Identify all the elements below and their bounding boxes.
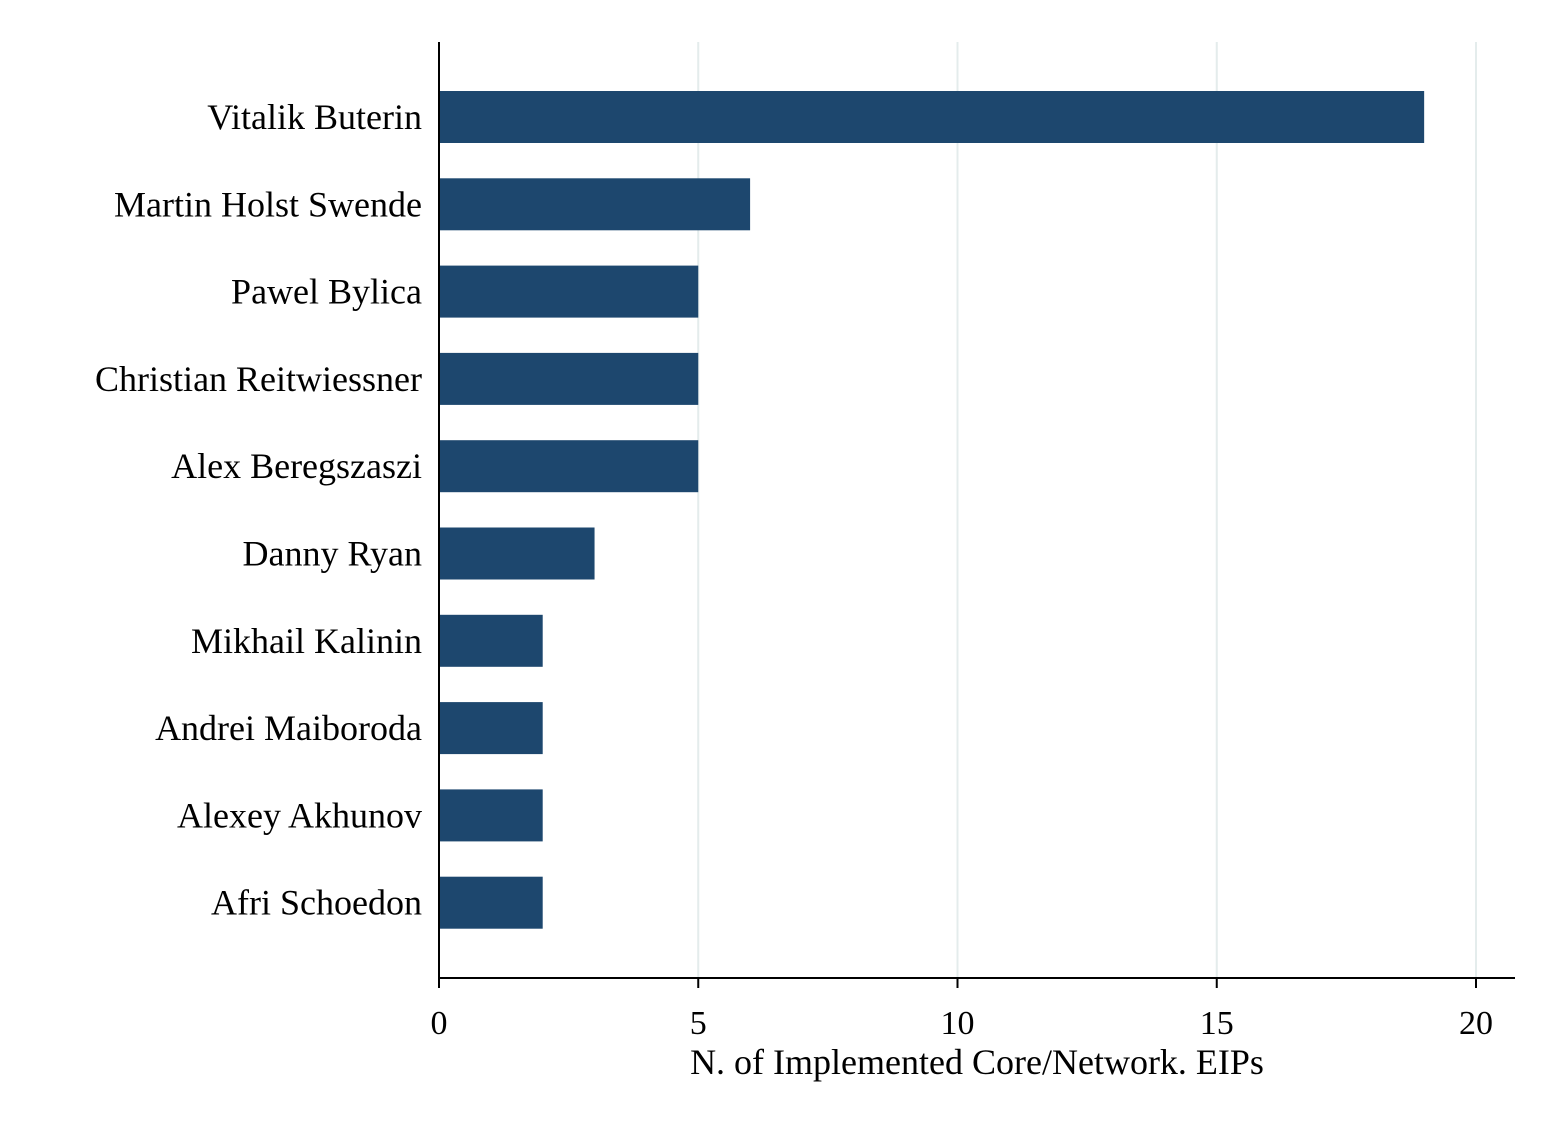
bar-alexey-akhunov <box>439 789 543 842</box>
bar-christian-reitwiessner <box>439 352 699 405</box>
bars <box>439 91 1425 929</box>
x-axis-title: N. of Implemented Core/Network. EIPs <box>690 1042 1264 1082</box>
bar-vitalik-buterin <box>439 91 1425 143</box>
x-tick-label-5: 5 <box>690 1005 707 1042</box>
category-label-martin-holst-swende: Martin Holst Swende <box>114 184 422 224</box>
x-ticks: 0 5 10 15 20 <box>431 978 1493 1042</box>
category-labels: Vitalik Buterin Martin Holst Swende Pawel … <box>95 97 422 923</box>
category-label-vitalik-buterin: Vitalik Buterin <box>207 97 422 137</box>
x-tick-label-10: 10 <box>941 1005 975 1042</box>
bar-andrei-maiboroda <box>439 702 543 755</box>
category-label-andrei-maiboroda: Andrei Maiboroda <box>155 708 422 748</box>
bar-afri-schoedon <box>439 876 543 929</box>
category-label-pawel-bylica: Pawel Bylica <box>231 272 422 312</box>
x-tick-label-0: 0 <box>431 1005 448 1042</box>
bar-danny-ryan <box>439 527 595 580</box>
category-label-afri-schoedon: Afri Schoedon <box>211 883 422 923</box>
category-label-danny-ryan: Danny Ryan <box>242 534 422 574</box>
x-tick-label-15: 15 <box>1200 1005 1234 1042</box>
bar-alex-beregszaszi <box>439 440 699 493</box>
x-tick-label-20: 20 <box>1459 1005 1493 1042</box>
bar-mikhail-kalinin <box>439 614 543 667</box>
gridlines <box>697 42 1477 978</box>
bar-pawel-bylica <box>439 265 699 318</box>
category-label-alex-beregszaszi: Alex Beregszaszi <box>171 446 422 486</box>
category-label-mikhail-kalinin: Mikhail Kalinin <box>191 621 422 661</box>
bar-martin-holst-swende <box>439 178 751 231</box>
category-label-alexey-akhunov: Alexey Akhunov <box>177 795 422 835</box>
category-label-christian-reitwiessner: Christian Reitwiessner <box>95 359 422 399</box>
axes <box>438 42 1515 979</box>
